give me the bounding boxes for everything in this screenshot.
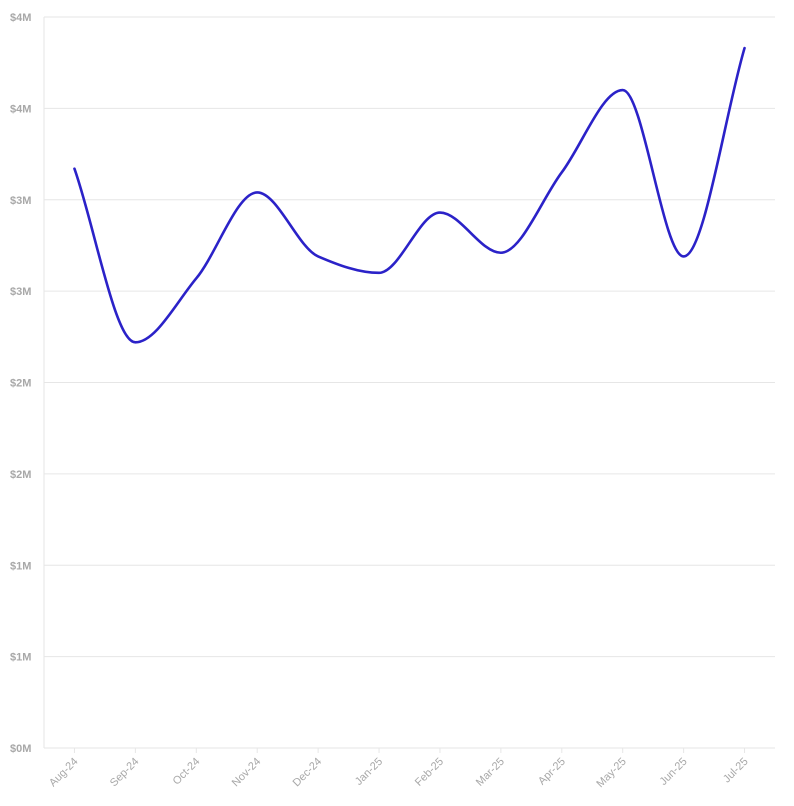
y-tick-label: $2M (10, 378, 31, 390)
y-tick-label: $1M (10, 652, 31, 664)
series-layer (73, 46, 746, 344)
axes (43, 17, 746, 753)
y-tick-label: $3M (10, 286, 31, 298)
x-tick-label: Nov-24 (230, 756, 264, 790)
x-tick-label: May-25 (594, 756, 628, 790)
y-tick-label: $1M (10, 560, 31, 572)
x-tick-label: Mar-25 (474, 756, 507, 789)
y-tick-label: $4M (10, 12, 31, 24)
x-tick-label: Jul-25 (721, 756, 751, 786)
y-tick-label: $3M (10, 195, 31, 207)
x-tick-label: Dec-24 (291, 756, 325, 790)
x-tick-label: Feb-25 (413, 756, 446, 789)
x-tick-label: Aug-24 (47, 756, 81, 790)
x-tick-label: Apr-25 (536, 756, 568, 788)
grid-lines (44, 16, 775, 749)
x-tick-label: Jun-25 (657, 756, 689, 788)
y-tick-label: $0M (10, 743, 31, 755)
x-tick-label: Oct-24 (171, 756, 203, 788)
y-tick-label: $4M (10, 103, 31, 115)
y-tick-labels: $0M $1M $1M $2M $2M $3M $3M $4M $4M (10, 12, 31, 755)
x-tick-labels: Aug-24 Sep-24 Oct-24 Nov-24 Dec-24 Jan-25 Feb-… (47, 756, 751, 790)
series-line (73, 46, 746, 344)
x-tick-label: Sep-24 (108, 756, 142, 790)
x-tick-label: Jan-25 (353, 756, 385, 788)
y-tick-label: $2M (10, 469, 31, 481)
